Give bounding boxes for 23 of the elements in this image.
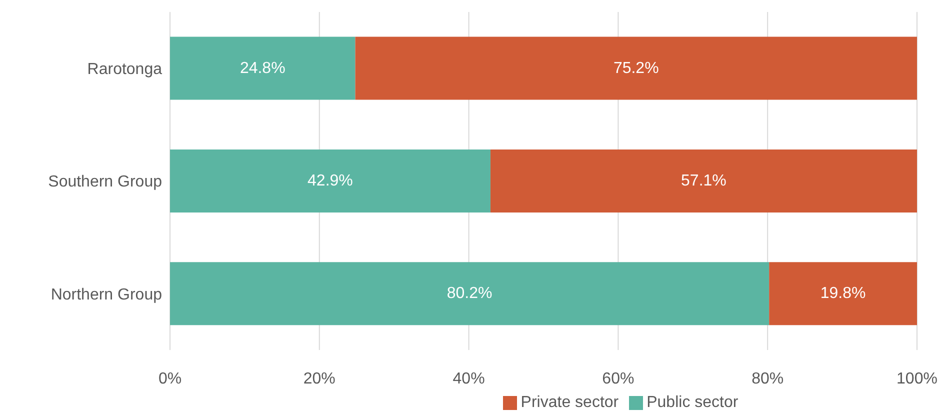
x-tick-label: 20%	[303, 370, 336, 388]
data-label: 24.8%	[240, 60, 286, 77]
data-label: 57.1%	[681, 172, 726, 190]
bar	[170, 262, 770, 326]
bar	[769, 262, 917, 326]
x-tick-label: 80%	[752, 370, 784, 388]
x-tick-label: 100%	[896, 370, 938, 388]
data-label: 42.9%	[308, 172, 353, 190]
data-label: 19.8%	[820, 285, 866, 302]
bar	[490, 149, 917, 212]
legend-label: Private sector	[520, 394, 619, 411]
legend-label: Public sector	[646, 394, 738, 411]
bar	[170, 149, 490, 212]
data-label: 75.2%	[613, 60, 659, 77]
y-tick-label: Rarotonga	[87, 61, 162, 78]
data-label: 80.2%	[446, 285, 492, 302]
bar	[170, 36, 356, 100]
y-tick-label: Northern Group	[50, 286, 162, 304]
x-tick-label: 0%	[158, 370, 182, 388]
y-tick-label: Southern Group	[48, 174, 162, 191]
bar	[355, 36, 917, 100]
x-tick-label: 60%	[602, 370, 634, 388]
x-tick-label: 40%	[452, 370, 485, 388]
